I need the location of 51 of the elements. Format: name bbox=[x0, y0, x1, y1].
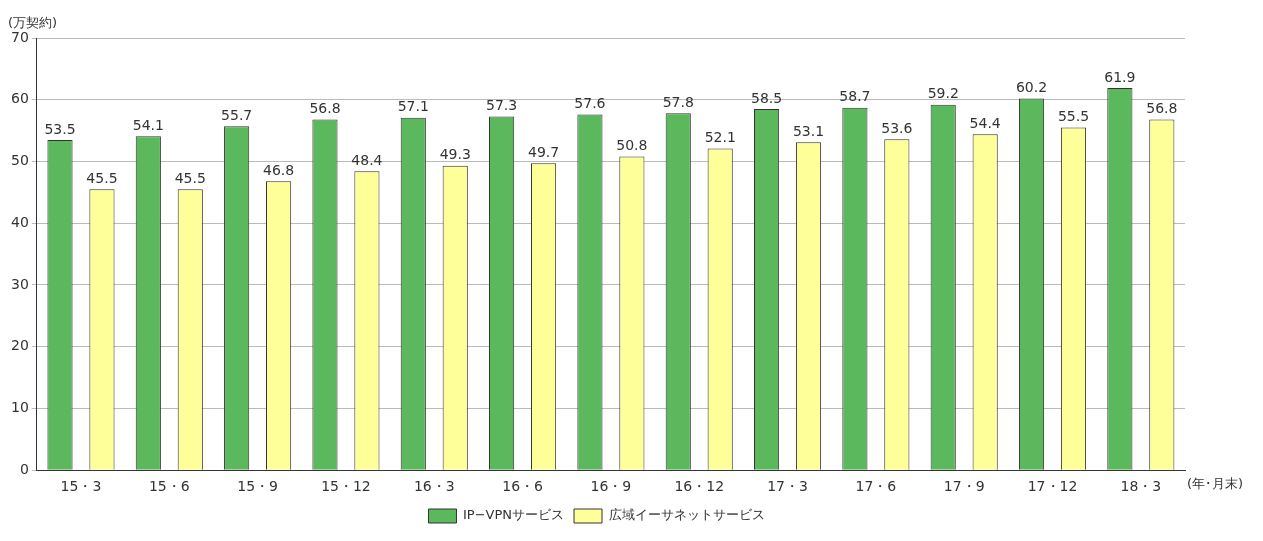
data-label: 58.7 bbox=[839, 88, 871, 105]
data-label: 57.6 bbox=[574, 95, 606, 112]
y-tick-label: 50 bbox=[10, 152, 29, 169]
x-tick-label: 17・6 bbox=[855, 478, 897, 495]
data-label: 53.6 bbox=[881, 119, 913, 136]
x-tick-label: 17・9 bbox=[943, 478, 985, 495]
y-tick-label: 40 bbox=[10, 213, 29, 230]
data-label: 57.1 bbox=[397, 98, 429, 115]
y-tick-label: 0 bbox=[19, 460, 29, 477]
data-label: 57.8 bbox=[662, 93, 694, 110]
data-label: 53.5 bbox=[44, 120, 76, 137]
x-tick-label: 17・12 bbox=[1027, 478, 1078, 495]
data-label: 56.8 bbox=[309, 100, 341, 117]
legend-label: IP−VPNサービス bbox=[462, 507, 565, 523]
data-label: 54.4 bbox=[969, 114, 1001, 131]
x-tick-label: 16・9 bbox=[590, 478, 632, 495]
data-label: 46.8 bbox=[263, 161, 295, 178]
x-axis-title: (年･月末) bbox=[1187, 476, 1244, 492]
data-label: 57.3 bbox=[486, 97, 518, 114]
data-label: 55.5 bbox=[1057, 108, 1090, 125]
y-axis-title: (万契約) bbox=[8, 14, 58, 30]
data-label: 49.7 bbox=[527, 143, 560, 160]
x-tick-label: 16・12 bbox=[674, 478, 725, 495]
x-tick-label: 15・9 bbox=[237, 478, 278, 495]
x-tick-label: 17・3 bbox=[767, 478, 808, 495]
data-label: 53.1 bbox=[792, 122, 825, 139]
data-label: 61.9 bbox=[1104, 68, 1136, 85]
y-tick-label: 70 bbox=[10, 28, 29, 45]
data-label: 52.1 bbox=[704, 129, 736, 146]
x-tick-label: 15・12 bbox=[321, 478, 371, 495]
data-label: 60.2 bbox=[1015, 79, 1048, 96]
legend-label: 広域イーサネットサービス bbox=[608, 507, 765, 523]
x-tick-label: 18・3 bbox=[1120, 478, 1162, 495]
x-tick-label: 15・3 bbox=[60, 478, 102, 495]
data-label: 48.4 bbox=[351, 152, 383, 169]
data-label: 45.5 bbox=[174, 169, 206, 186]
data-label: 59.2 bbox=[927, 85, 959, 102]
x-tick-label: 15・6 bbox=[148, 478, 190, 495]
data-label: 54.1 bbox=[132, 116, 164, 133]
data-label: 55.7 bbox=[221, 106, 253, 123]
data-label: 58.5 bbox=[750, 89, 783, 106]
data-label: 49.3 bbox=[439, 146, 471, 163]
y-tick-label: 60 bbox=[10, 90, 29, 107]
y-tick-label: 10 bbox=[10, 399, 29, 416]
x-tick-label: 16・6 bbox=[502, 478, 544, 495]
data-label: 45.5 bbox=[86, 169, 118, 186]
y-tick-label: 20 bbox=[10, 337, 29, 354]
x-tick-label: 16・3 bbox=[413, 478, 455, 495]
data-label: 50.8 bbox=[616, 137, 648, 154]
y-tick-label: 30 bbox=[10, 275, 29, 292]
data-label: 56.8 bbox=[1146, 100, 1178, 117]
